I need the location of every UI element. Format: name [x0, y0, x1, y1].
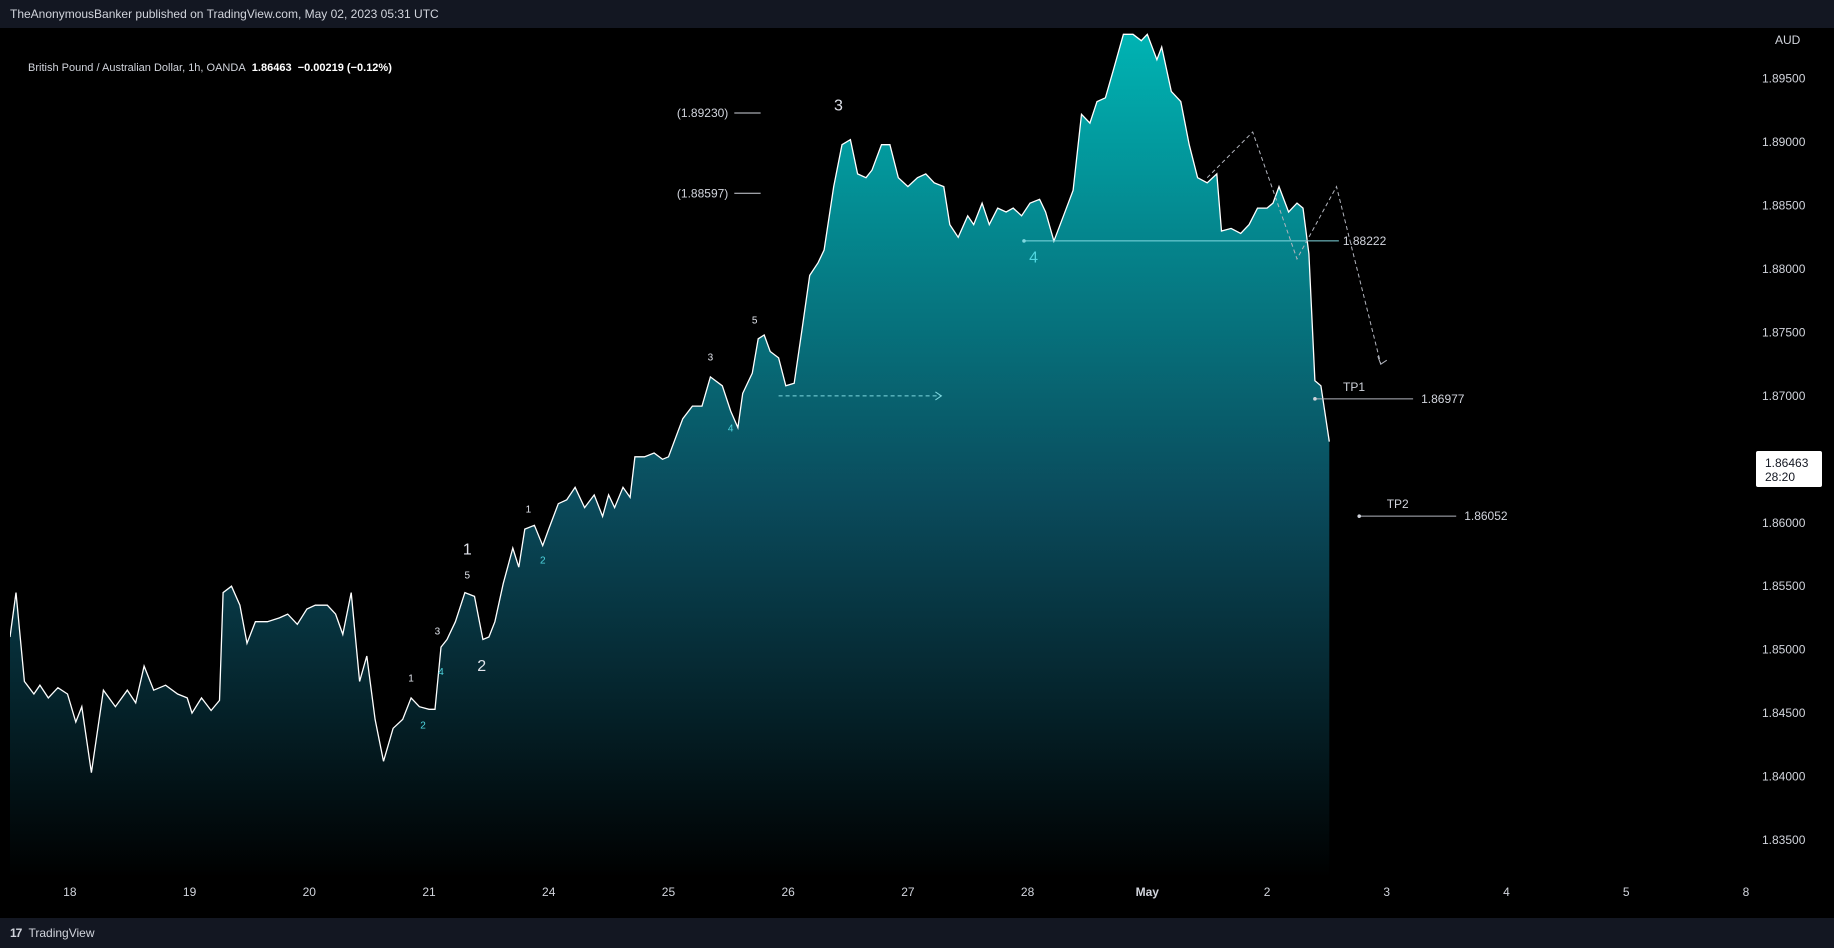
y-tick-label: 1.84000 — [1762, 770, 1806, 784]
y-tick-label: 1.88000 — [1762, 262, 1806, 276]
current-price-value: 1.86463 — [1765, 456, 1809, 470]
symbol-name: British Pound / Australian Dollar, 1h, O… — [28, 62, 246, 74]
level-label-1: (1.88597) — [677, 186, 728, 200]
chart-pane[interactable]: (1.89230) (1.88597) 1.88222 TP1 1.86977 TP2 1.… — [9, 28, 1834, 908]
wave-label-3: 2 — [477, 658, 486, 675]
wave-label-0: 3 — [834, 97, 843, 114]
target-price-tp1: 1.86977 — [1421, 392, 1465, 406]
tradingview-brand[interactable]: 17 TradingView — [10, 918, 95, 948]
target-name-tp2: TP2 — [1387, 497, 1409, 511]
x-tick-label: 26 — [781, 885, 795, 899]
brand-text: TradingView — [28, 926, 95, 940]
support-line-anchor — [1022, 239, 1026, 243]
x-tick-label: 2 — [1264, 885, 1271, 899]
wave-label-8: 2 — [540, 555, 546, 566]
wave-label-5: 3 — [708, 352, 714, 363]
y-tick-label: 1.85000 — [1762, 643, 1806, 657]
x-tick-label: 21 — [422, 885, 436, 899]
x-tick-label: 5 — [1623, 885, 1630, 899]
projection-arrow-head-icon — [1377, 356, 1388, 365]
support-line-label: 1.88222 — [1343, 234, 1387, 248]
symbol-legend: British Pound / Australian Dollar, 1h, O… — [28, 62, 392, 74]
x-tick-label: 8 — [1743, 885, 1750, 899]
x-tick-label: 18 — [63, 885, 77, 899]
price-area — [10, 34, 1330, 879]
projection-path[interactable] — [1206, 131, 1382, 365]
wave-label-4: 5 — [752, 316, 758, 327]
wave-label-10: 3 — [435, 626, 441, 637]
y-tick-label: 1.85500 — [1762, 579, 1806, 593]
wave-label-9: 5 — [465, 571, 471, 582]
last-price: 1.86463 — [251, 62, 292, 74]
y-tick-label: 1.89500 — [1762, 72, 1806, 86]
y-tick-label: 1.87000 — [1762, 389, 1806, 403]
footer-bar: 17 TradingView — [0, 918, 1834, 948]
bar-countdown: 28:20 — [1765, 470, 1795, 484]
x-tick-label: 19 — [183, 885, 197, 899]
publisher-text: TheAnonymousBanker published on TradingV… — [10, 7, 439, 21]
y-tick-label: 1.84500 — [1762, 706, 1806, 720]
y-tick-label: 1.88500 — [1762, 199, 1806, 213]
wave-label-7: 1 — [526, 505, 532, 516]
wave-label-1: 4 — [1029, 250, 1038, 267]
target-anchor-tp2 — [1357, 514, 1362, 518]
x-tick-label: 24 — [542, 885, 556, 899]
x-tick-label: 3 — [1383, 885, 1390, 899]
x-tick-label: 27 — [901, 885, 915, 899]
y-tick-label: 1.86000 — [1762, 516, 1806, 530]
x-tick-label: 20 — [303, 885, 317, 899]
price-chart[interactable]: (1.89230) (1.88597) 1.88222 TP1 1.86977 TP2 1.… — [9, 28, 1834, 908]
currency-label: AUD — [1775, 33, 1801, 47]
wave-label-2: 1 — [463, 541, 472, 558]
target-anchor-tp1 — [1313, 397, 1317, 401]
tradingview-logo-icon: 17 — [10, 926, 22, 940]
y-tick-label: 1.87500 — [1762, 325, 1806, 339]
level-label-0: (1.89230) — [677, 106, 728, 120]
y-tick-label: 1.83500 — [1762, 833, 1806, 847]
price-line — [9, 33, 1330, 773]
wave-label-13: 2 — [420, 720, 426, 731]
x-tick-label: 4 — [1503, 885, 1510, 899]
publisher-bar: TheAnonymousBanker published on TradingV… — [0, 0, 1834, 28]
wave-label-11: 4 — [438, 667, 444, 678]
wave-label-6: 4 — [728, 423, 734, 434]
dashed-arrow-head-icon — [935, 391, 943, 401]
target-price-tp2: 1.86052 — [1464, 509, 1508, 523]
y-tick-label: 1.89000 — [1762, 135, 1806, 149]
wave-label-12: 1 — [408, 673, 414, 684]
x-tick-label: May — [1136, 885, 1160, 899]
price-change: −0.00219 (−0.12%) — [297, 62, 392, 74]
current-price-tag — [1756, 451, 1822, 488]
target-name-tp1: TP1 — [1343, 380, 1365, 394]
x-tick-label: 25 — [662, 885, 676, 899]
x-tick-label: 28 — [1021, 885, 1035, 899]
